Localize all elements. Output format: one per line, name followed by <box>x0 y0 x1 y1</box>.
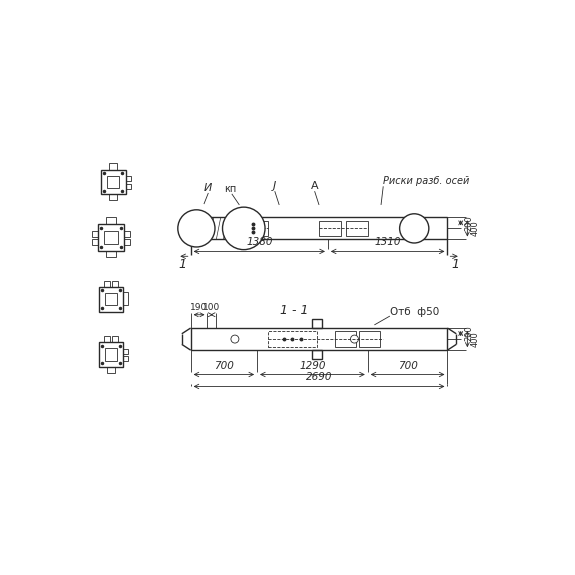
Text: 1380: 1380 <box>246 237 273 247</box>
Bar <box>104 336 110 342</box>
Bar <box>252 221 268 236</box>
Text: 190: 190 <box>190 302 208 312</box>
Bar <box>359 331 380 347</box>
Bar <box>227 217 260 239</box>
Bar <box>98 342 124 367</box>
Bar <box>189 222 204 235</box>
Circle shape <box>231 335 239 343</box>
Bar <box>124 239 129 244</box>
Bar <box>191 328 447 350</box>
Bar <box>104 231 118 244</box>
Text: 1290: 1290 <box>299 361 325 370</box>
Bar <box>124 349 128 354</box>
Bar <box>191 217 447 239</box>
Bar <box>112 336 118 342</box>
Text: 400: 400 <box>471 221 480 236</box>
Bar <box>93 239 98 244</box>
Bar <box>346 221 368 236</box>
Bar <box>105 293 117 305</box>
Circle shape <box>178 210 215 247</box>
Bar <box>101 170 125 194</box>
Text: 1310: 1310 <box>374 237 401 247</box>
Text: 1: 1 <box>179 258 187 271</box>
Text: 1: 1 <box>451 258 459 271</box>
Circle shape <box>351 335 358 343</box>
Bar <box>98 287 124 312</box>
Bar <box>107 176 120 188</box>
Text: 200: 200 <box>464 215 473 231</box>
Text: 1 - 1: 1 - 1 <box>281 304 309 317</box>
Text: кп: кп <box>224 184 237 194</box>
Bar <box>319 221 341 236</box>
Bar <box>104 281 110 287</box>
Bar <box>106 217 116 224</box>
Bar <box>106 251 116 257</box>
Bar <box>93 231 98 236</box>
Bar <box>125 183 131 189</box>
Bar <box>109 194 117 201</box>
Bar <box>98 224 124 251</box>
Ellipse shape <box>223 207 265 250</box>
Bar <box>124 292 128 305</box>
Bar <box>124 356 128 362</box>
Circle shape <box>400 214 429 243</box>
Bar <box>312 319 321 328</box>
Text: 700: 700 <box>398 361 417 370</box>
Text: 700: 700 <box>214 361 234 370</box>
Text: 400: 400 <box>471 331 480 347</box>
Bar <box>109 163 117 170</box>
Text: Отб  ф50: Отб ф50 <box>390 307 439 317</box>
Text: 2690: 2690 <box>306 373 332 382</box>
Bar <box>268 331 317 347</box>
Bar <box>335 331 356 347</box>
Bar <box>105 348 117 361</box>
Text: Риски разб. осей: Риски разб. осей <box>383 177 470 186</box>
Text: 200: 200 <box>464 325 473 342</box>
Bar <box>408 223 421 234</box>
Text: J: J <box>273 181 277 191</box>
Bar <box>98 342 124 367</box>
Bar <box>312 350 321 359</box>
Bar <box>125 176 131 181</box>
Bar <box>112 281 118 287</box>
Bar <box>124 231 129 236</box>
Text: 100: 100 <box>203 302 220 312</box>
Bar <box>106 367 115 373</box>
Text: А: А <box>311 181 319 191</box>
Text: И: И <box>204 183 213 193</box>
